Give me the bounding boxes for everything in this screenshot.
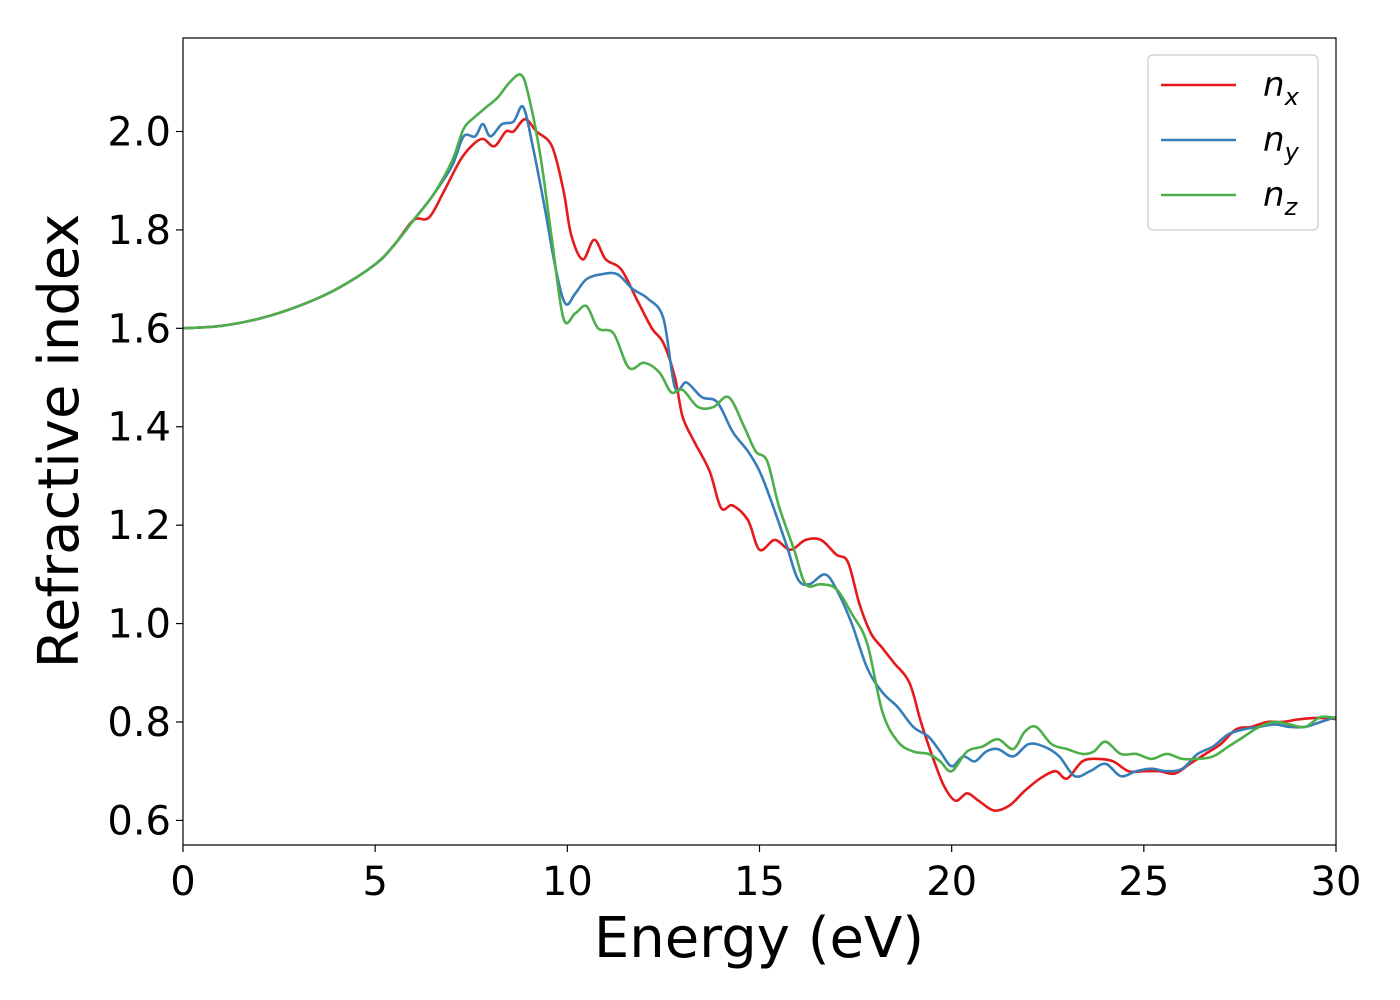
y-tick-label: 0.8 xyxy=(107,700,171,746)
y-tick-label: 2.0 xyxy=(107,109,171,155)
y-tick-label: 1.8 xyxy=(107,208,171,254)
legend-entry-ny: ny xyxy=(1161,120,1300,166)
x-tick-label: 20 xyxy=(926,859,977,905)
axes-layer: 0 5 10 15 20 25 30 0.6 0.8 1.0 1.2 1.4 1.6 1.8 2.0 xyxy=(107,37,1362,905)
legend-entry-nz: nz xyxy=(1161,175,1299,221)
legend-label: ny xyxy=(1263,120,1300,166)
x-tick-label: 5 xyxy=(362,859,387,905)
y-tick-label: 1.4 xyxy=(107,405,171,451)
x-axis-title: Energy (eV) xyxy=(594,906,924,971)
x-tick-label: 10 xyxy=(542,859,593,905)
x-tick-label: 30 xyxy=(1311,859,1362,905)
y-tick-label: 0.6 xyxy=(107,798,171,844)
x-tick-label: 15 xyxy=(734,859,785,905)
plot-layer xyxy=(183,73,1336,813)
x-tick-label: 0 xyxy=(170,859,195,905)
series-lines xyxy=(183,73,1336,813)
y-axis-title: Refractive index xyxy=(27,214,92,669)
y-tick-label: 1.2 xyxy=(107,503,171,549)
y-tick-label: 1.0 xyxy=(107,602,171,648)
series-line-nz xyxy=(183,73,1336,773)
legend-label: nz xyxy=(1263,175,1299,221)
legend: nx ny nz xyxy=(1147,54,1319,231)
series-line-ny xyxy=(183,104,1336,778)
legend-box xyxy=(1147,54,1319,231)
series-line-nx xyxy=(183,117,1336,813)
x-tick-label: 25 xyxy=(1118,859,1169,905)
legend-label: nx xyxy=(1263,65,1300,111)
legend-entry-nx: nx xyxy=(1161,65,1300,111)
y-tick-label: 1.6 xyxy=(107,306,171,352)
